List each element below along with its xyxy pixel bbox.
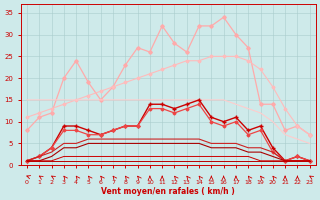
X-axis label: Vent moyen/en rafales ( km/h ): Vent moyen/en rafales ( km/h ) <box>101 187 235 196</box>
